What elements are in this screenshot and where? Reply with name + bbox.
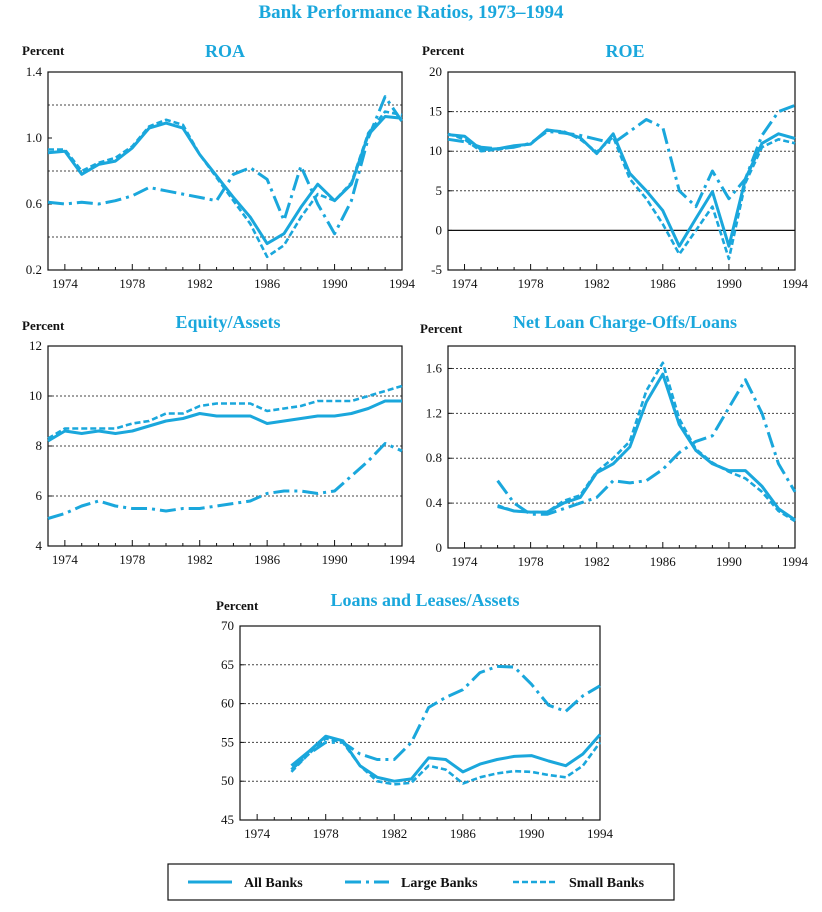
- chart-title: Loans and Leases/Assets: [330, 590, 519, 610]
- y-axis-label: Percent: [22, 318, 65, 333]
- y-tick-label: 55: [221, 734, 234, 749]
- y-tick-label: 20: [429, 64, 442, 79]
- y-axis-label: Percent: [420, 321, 463, 336]
- y-tick-label: 1.4: [26, 64, 43, 79]
- x-tick-label: 1974: [452, 276, 479, 291]
- chart-equity-assets: Equity/Assets Percent 4 6 8 10 12 1974 1978 1982 1…: [22, 312, 416, 567]
- x-tick-label: 1982: [584, 276, 610, 291]
- chart-title: ROE: [605, 41, 644, 61]
- x-tick-label: 1990: [322, 276, 348, 291]
- series-line-small: [447, 129, 796, 261]
- series-line-small: [47, 384, 403, 440]
- x-tick-label: 1986: [650, 554, 677, 569]
- chart-title: Net Loan Charge-Offs/Loans: [513, 312, 737, 332]
- chart-loans-and-leases-assets: Loans and Leases/Assets Percent 45 50 55 60 65…: [216, 590, 614, 841]
- y-tick-label: 1.6: [426, 360, 443, 375]
- y-tick-label: 6: [36, 488, 43, 503]
- x-tick-label: 1994: [389, 552, 416, 567]
- x-tick-label: 1994: [782, 554, 809, 569]
- x-tick-label: 1994: [389, 276, 416, 291]
- plot-frame: [47, 71, 403, 271]
- chart-title: ROA: [205, 41, 245, 61]
- y-tick-label: -5: [431, 262, 442, 277]
- x-tick-label: 1974: [52, 552, 79, 567]
- series-line-small: [290, 737, 602, 786]
- x-tick-label: 1990: [322, 552, 348, 567]
- y-tick-label: 12: [29, 338, 42, 353]
- y-tick-label: 1.0: [26, 130, 42, 145]
- y-tick-label: 0: [436, 222, 443, 237]
- series-line-small: [497, 361, 796, 523]
- x-tick-label: 1982: [381, 826, 407, 841]
- x-tick-label: 1978: [518, 554, 544, 569]
- x-tick-label: 1978: [119, 552, 145, 567]
- y-tick-label: 1.2: [426, 405, 442, 420]
- x-tick-label: 1994: [782, 276, 809, 291]
- x-tick-label: 1986: [254, 552, 281, 567]
- legend: All Banks Large Banks Small Banks: [167, 863, 675, 901]
- legend-label-all: All Banks: [244, 876, 303, 891]
- series-line-all: [447, 128, 796, 248]
- y-axis-label: Percent: [422, 43, 465, 58]
- series-line-all: [47, 399, 402, 443]
- x-tick-label: 1974: [244, 826, 271, 841]
- legend-box: [167, 863, 675, 901]
- y-tick-label: 0.4: [426, 495, 443, 510]
- y-tick-label: 45: [221, 812, 234, 827]
- y-tick-label: 15: [429, 104, 442, 119]
- y-axis-label: Percent: [216, 598, 259, 613]
- x-tick-label: 1982: [187, 276, 213, 291]
- y-tick-label: 50: [221, 773, 234, 788]
- x-tick-label: 1974: [52, 276, 79, 291]
- series-line-large: [47, 442, 403, 520]
- plot-frame: [239, 625, 601, 821]
- x-tick-label: 1990: [518, 826, 544, 841]
- x-tick-label: 1986: [650, 276, 677, 291]
- y-tick-label: 0.6: [26, 196, 43, 211]
- series-line-large: [447, 103, 796, 209]
- chart-roe: ROE Percent -5 0 5 10 15 20 1974 1978 1982 1986 1990…: [422, 41, 809, 291]
- series-line-large: [290, 664, 601, 771]
- y-tick-label: 70: [221, 618, 234, 633]
- y-tick-label: 60: [221, 696, 234, 711]
- series-line-all: [290, 733, 602, 783]
- x-tick-label: 1982: [187, 552, 213, 567]
- plot-frame: [447, 345, 796, 549]
- x-tick-label: 1990: [716, 276, 742, 291]
- x-tick-label: 1978: [313, 826, 339, 841]
- x-tick-label: 1982: [584, 554, 610, 569]
- legend-label-large: Large Banks: [401, 876, 478, 891]
- series-line-large: [496, 378, 797, 516]
- legend-label-small: Small Banks: [569, 876, 645, 891]
- plot-frame: [447, 71, 796, 271]
- x-tick-label: 1990: [716, 554, 742, 569]
- chart-title: Equity/Assets: [175, 312, 280, 332]
- y-tick-label: 0.8: [426, 450, 442, 465]
- chart-net-loan-charge-offs-loans: Net Loan Charge-Offs/Loans Percent 0 0.4 0.8…: [420, 312, 809, 569]
- y-tick-label: 5: [436, 183, 443, 198]
- y-tick-label: 65: [221, 657, 234, 672]
- series-line-small: [48, 110, 403, 259]
- y-axis-label: Percent: [22, 43, 65, 58]
- x-tick-label: 1974: [452, 554, 479, 569]
- series-line-all: [497, 372, 796, 522]
- y-tick-label: 0.2: [26, 262, 42, 277]
- y-tick-label: 10: [29, 388, 42, 403]
- y-tick-label: 0: [436, 540, 443, 555]
- y-tick-label: 10: [429, 143, 442, 158]
- y-tick-label: 4: [36, 538, 43, 553]
- page-title: Bank Performance Ratios, 1973–1994: [258, 2, 564, 23]
- chart-roa: ROA Percent 0.2 0.6 1.0 1.4 1974 1978 1982 1986 19…: [22, 41, 416, 291]
- x-tick-label: 1986: [450, 826, 477, 841]
- y-tick-label: 8: [36, 438, 43, 453]
- series-line-all: [47, 115, 403, 246]
- x-tick-label: 1978: [119, 276, 145, 291]
- x-tick-label: 1978: [518, 276, 544, 291]
- x-tick-label: 1994: [587, 826, 614, 841]
- x-tick-label: 1986: [254, 276, 281, 291]
